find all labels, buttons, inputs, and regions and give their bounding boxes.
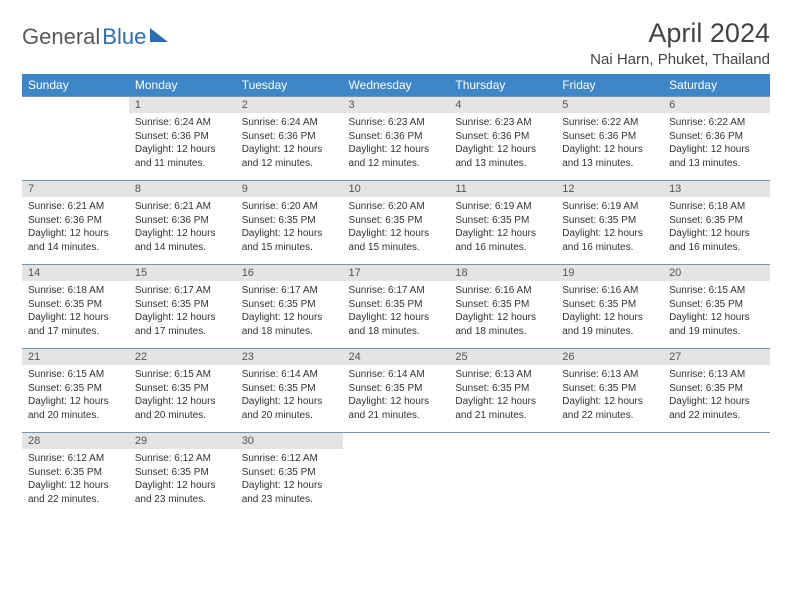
title-block: April 2024 Nai Harn, Phuket, Thailand [590,18,770,68]
day-number: 27 [663,349,770,366]
day-number: 26 [556,349,663,366]
day-number: 1 [129,97,236,114]
day-number: 29 [129,433,236,450]
day-info-row: Sunrise: 6:12 AMSunset: 6:35 PMDaylight:… [22,449,770,516]
day-info: Sunrise: 6:17 AMSunset: 6:35 PMDaylight:… [129,281,236,349]
day-number: 13 [663,181,770,198]
empty-cell [556,449,663,516]
empty-cell [343,449,450,516]
day-number: 16 [236,265,343,282]
day-info-row: Sunrise: 6:15 AMSunset: 6:35 PMDaylight:… [22,365,770,433]
day-number: 10 [343,181,450,198]
day-number-row: 21222324252627 [22,349,770,366]
empty-cell [22,97,129,114]
weekday-header-row: Sunday Monday Tuesday Wednesday Thursday… [22,74,770,97]
empty-cell [343,433,450,450]
day-number-row: 282930 [22,433,770,450]
day-number-row: 78910111213 [22,181,770,198]
day-info: Sunrise: 6:15 AMSunset: 6:35 PMDaylight:… [663,281,770,349]
weekday-header: Thursday [449,74,556,97]
day-number: 7 [22,181,129,198]
day-number: 28 [22,433,129,450]
day-info: Sunrise: 6:14 AMSunset: 6:35 PMDaylight:… [236,365,343,433]
day-info: Sunrise: 6:12 AMSunset: 6:35 PMDaylight:… [236,449,343,516]
empty-cell [449,449,556,516]
day-number: 2 [236,97,343,114]
day-info-row: Sunrise: 6:18 AMSunset: 6:35 PMDaylight:… [22,281,770,349]
day-info: Sunrise: 6:16 AMSunset: 6:35 PMDaylight:… [556,281,663,349]
empty-cell [663,449,770,516]
day-info: Sunrise: 6:17 AMSunset: 6:35 PMDaylight:… [236,281,343,349]
day-info: Sunrise: 6:14 AMSunset: 6:35 PMDaylight:… [343,365,450,433]
day-info: Sunrise: 6:18 AMSunset: 6:35 PMDaylight:… [663,197,770,265]
empty-cell [663,433,770,450]
empty-cell [449,433,556,450]
day-info: Sunrise: 6:23 AMSunset: 6:36 PMDaylight:… [343,113,450,181]
day-number: 6 [663,97,770,114]
day-number: 22 [129,349,236,366]
day-number: 9 [236,181,343,198]
day-number: 17 [343,265,450,282]
day-number: 11 [449,181,556,198]
day-number: 4 [449,97,556,114]
weekday-header: Friday [556,74,663,97]
day-number-row: 14151617181920 [22,265,770,282]
day-info: Sunrise: 6:16 AMSunset: 6:35 PMDaylight:… [449,281,556,349]
month-title: April 2024 [590,18,770,49]
logo-triangle-icon [150,28,168,42]
day-info: Sunrise: 6:15 AMSunset: 6:35 PMDaylight:… [129,365,236,433]
day-number: 21 [22,349,129,366]
day-info: Sunrise: 6:22 AMSunset: 6:36 PMDaylight:… [556,113,663,181]
location: Nai Harn, Phuket, Thailand [590,51,770,68]
day-number: 20 [663,265,770,282]
day-info: Sunrise: 6:21 AMSunset: 6:36 PMDaylight:… [129,197,236,265]
day-info: Sunrise: 6:19 AMSunset: 6:35 PMDaylight:… [449,197,556,265]
calendar-table: Sunday Monday Tuesday Wednesday Thursday… [22,74,770,516]
day-info: Sunrise: 6:19 AMSunset: 6:35 PMDaylight:… [556,197,663,265]
day-info: Sunrise: 6:20 AMSunset: 6:35 PMDaylight:… [236,197,343,265]
logo-text-blue: Blue [102,24,146,50]
day-number: 14 [22,265,129,282]
day-info: Sunrise: 6:12 AMSunset: 6:35 PMDaylight:… [22,449,129,516]
day-number: 25 [449,349,556,366]
day-info: Sunrise: 6:17 AMSunset: 6:35 PMDaylight:… [343,281,450,349]
day-number: 18 [449,265,556,282]
day-number: 24 [343,349,450,366]
weekday-header: Tuesday [236,74,343,97]
day-info: Sunrise: 6:21 AMSunset: 6:36 PMDaylight:… [22,197,129,265]
day-number: 12 [556,181,663,198]
day-number: 30 [236,433,343,450]
logo: GeneralBlue [22,18,168,50]
weekday-header: Wednesday [343,74,450,97]
weekday-header: Sunday [22,74,129,97]
day-number-row: 123456 [22,97,770,114]
day-number: 19 [556,265,663,282]
day-number: 5 [556,97,663,114]
day-info: Sunrise: 6:15 AMSunset: 6:35 PMDaylight:… [22,365,129,433]
day-number: 3 [343,97,450,114]
weekday-header: Saturday [663,74,770,97]
day-number: 23 [236,349,343,366]
weekday-header: Monday [129,74,236,97]
day-info: Sunrise: 6:18 AMSunset: 6:35 PMDaylight:… [22,281,129,349]
header: GeneralBlue April 2024 Nai Harn, Phuket,… [22,18,770,68]
day-info: Sunrise: 6:12 AMSunset: 6:35 PMDaylight:… [129,449,236,516]
day-info-row: Sunrise: 6:24 AMSunset: 6:36 PMDaylight:… [22,113,770,181]
empty-cell [556,433,663,450]
logo-text-gray: General [22,24,100,50]
day-info: Sunrise: 6:24 AMSunset: 6:36 PMDaylight:… [236,113,343,181]
day-info: Sunrise: 6:13 AMSunset: 6:35 PMDaylight:… [663,365,770,433]
day-info: Sunrise: 6:22 AMSunset: 6:36 PMDaylight:… [663,113,770,181]
empty-cell [22,113,129,181]
day-number: 8 [129,181,236,198]
day-info: Sunrise: 6:13 AMSunset: 6:35 PMDaylight:… [449,365,556,433]
day-number: 15 [129,265,236,282]
day-info: Sunrise: 6:13 AMSunset: 6:35 PMDaylight:… [556,365,663,433]
day-info-row: Sunrise: 6:21 AMSunset: 6:36 PMDaylight:… [22,197,770,265]
day-info: Sunrise: 6:20 AMSunset: 6:35 PMDaylight:… [343,197,450,265]
calendar-body: 123456Sunrise: 6:24 AMSunset: 6:36 PMDay… [22,97,770,517]
day-info: Sunrise: 6:23 AMSunset: 6:36 PMDaylight:… [449,113,556,181]
day-info: Sunrise: 6:24 AMSunset: 6:36 PMDaylight:… [129,113,236,181]
